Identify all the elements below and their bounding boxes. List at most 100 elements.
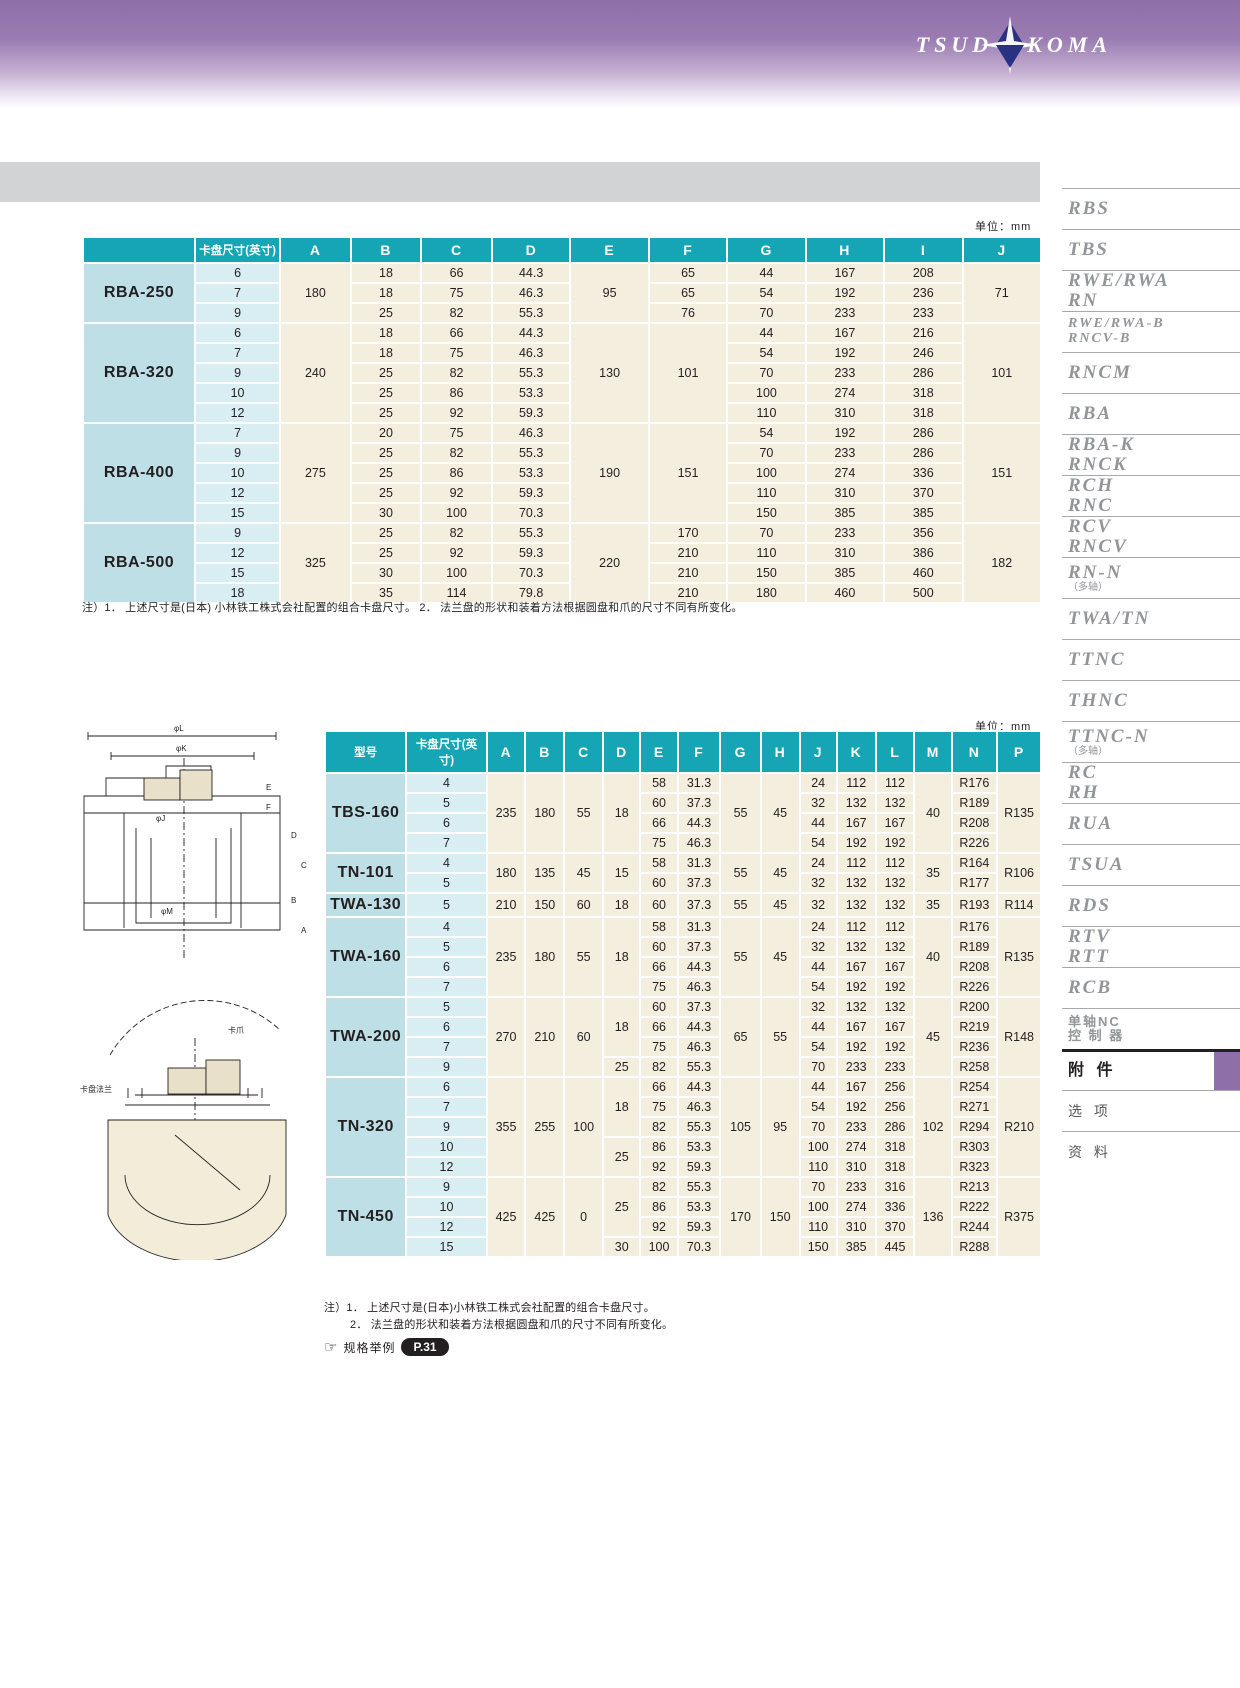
cell-H: 460: [806, 584, 884, 602]
col-header-K: K: [837, 732, 875, 772]
cell-M: 35: [915, 854, 951, 892]
cell-N: R193: [952, 894, 997, 916]
cell-E: 95: [571, 264, 648, 322]
cell-J: 54: [800, 834, 836, 852]
cell-G: 110: [728, 544, 805, 562]
cell-D: 18: [604, 918, 640, 996]
side-index-item-thnc[interactable]: THNC: [1062, 680, 1240, 721]
cell-B: 25: [351, 384, 421, 402]
table-row: 12 92 59.3 110 310 318 R323: [326, 1158, 1040, 1176]
cell-M: 35: [915, 894, 951, 916]
cell-C: 100: [422, 564, 491, 582]
cell-C: 114: [422, 584, 491, 602]
side-index-label: RDS: [1068, 895, 1111, 917]
cell-K: 192: [837, 1098, 875, 1116]
side-index-item-rua[interactable]: RUA: [1062, 803, 1240, 844]
side-index-item-[interactable]: 选 项: [1062, 1090, 1240, 1131]
table2-note: 注）1． 上述尺寸是(日本)小林铁工株式会社配置的组合卡盘尺寸。 2． 法兰盘的…: [324, 1300, 1024, 1334]
chuck-size-cell: 10: [407, 1198, 486, 1216]
cell-E: 130: [571, 324, 648, 422]
label-phi-L: φL: [174, 724, 184, 733]
cell-C: 92: [422, 544, 491, 562]
model-cell: TWA-160: [326, 918, 406, 996]
cell-K: 274: [837, 1138, 875, 1156]
side-index-item-rn-n[interactable]: RN-N （多轴）: [1062, 557, 1240, 598]
cell-L: 336: [876, 1198, 914, 1216]
side-index-item-twatn[interactable]: TWA/TN: [1062, 598, 1240, 639]
page-reference-badge[interactable]: P.31: [401, 1338, 449, 1356]
table-row: TN-450 9 425 425 0 25 82 55.3 170 150 70 233 316 136 R…: [326, 1178, 1040, 1256]
side-index-item-nc[interactable]: 单轴NC 控 制 器: [1062, 1008, 1240, 1049]
chuck-size-cell: 9: [196, 304, 280, 322]
cell-F: 31.3: [678, 774, 720, 792]
side-index-item-rc[interactable]: RC RH: [1062, 762, 1240, 803]
cell-L: 445: [876, 1238, 914, 1256]
side-index-item-rba-k[interactable]: RBA-K RNCK: [1062, 434, 1240, 475]
col-header-E: E: [641, 732, 677, 772]
cell-B: 210: [526, 998, 564, 1076]
cell-G: 54: [728, 344, 805, 362]
cell-L: 192: [876, 1038, 914, 1056]
table-body: TBS-160 4 235 180 55 18 58 31.3 55 45 24 112 112 40 R1…: [326, 774, 1040, 1256]
side-index-item-ttnc-n[interactable]: TTNC-N （多轴）: [1062, 721, 1240, 762]
cell-F: 44.3: [678, 1078, 720, 1096]
cell-H: 192: [806, 344, 884, 362]
col-header-model: [84, 238, 195, 262]
table-row: TN-101 4 180 135 45 15 58 31.3 55 45 24 112 112 35 R16…: [326, 854, 1040, 892]
side-index-item-rcv[interactable]: RCV RNCV: [1062, 516, 1240, 557]
table-header-row: 型号 卡盘尺寸(英寸) A B C D E F G H J K L M N P: [326, 732, 1040, 772]
cell-E: 82: [641, 1058, 677, 1076]
side-index-item-rba[interactable]: RBA: [1062, 393, 1240, 434]
cell-J: 44: [800, 958, 836, 976]
cell-D: 25: [604, 1178, 640, 1236]
cell-F: 59.3: [678, 1218, 720, 1236]
side-index-item-ttnc[interactable]: TTNC: [1062, 639, 1240, 680]
cell-B: 30: [351, 564, 421, 582]
cell-L: 318: [876, 1138, 914, 1156]
side-index-item-tsua[interactable]: TSUA: [1062, 844, 1240, 885]
side-index-label: 选 项: [1068, 1102, 1112, 1119]
side-index-item-rds[interactable]: RDS: [1062, 885, 1240, 926]
cell-E: 60: [641, 894, 677, 916]
table-body: RBA-250 6 180 18 66 44.3 95 65 44 167 208 71 7 18 75 46…: [84, 264, 1040, 602]
cell-A: 180: [487, 854, 525, 892]
side-index-item-rcb[interactable]: RCB: [1062, 967, 1240, 1008]
side-index-label: TBS: [1068, 239, 1109, 261]
cell-D: 25: [604, 1058, 640, 1076]
side-index-item-tbs[interactable]: TBS: [1062, 229, 1240, 270]
cell-G: 110: [728, 404, 805, 422]
model-cell: TBS-160: [326, 774, 406, 852]
cell-P: R148: [998, 998, 1040, 1076]
side-index-item-rwerwa[interactable]: RWE/RWA RN: [1062, 270, 1240, 311]
chuck-size-cell: 12: [407, 1218, 486, 1236]
cell-F: 59.3: [678, 1158, 720, 1176]
cell-L: 192: [876, 834, 914, 852]
cell-L: 370: [876, 1218, 914, 1236]
cell-H: 274: [806, 384, 884, 402]
cell-F: 53.3: [678, 1138, 720, 1156]
cell-I: 233: [885, 304, 962, 322]
table-row: 10 86 53.3 100 274 336 R222: [326, 1198, 1040, 1216]
table-row: TWA-200 5 270 210 60 18 60 37.3 65 55 32 132 132 45 R2…: [326, 998, 1040, 1076]
side-index-item-rbs[interactable]: RBS: [1062, 188, 1240, 229]
side-index-item-rch[interactable]: RCH RNC: [1062, 475, 1240, 516]
side-index-label: RWE/RWA-B: [1068, 316, 1165, 332]
side-index-item-rncm[interactable]: RNCM: [1062, 352, 1240, 393]
cell-B: 18: [351, 284, 421, 302]
cell-F: 46.3: [678, 978, 720, 996]
cell-E: 75: [641, 1098, 677, 1116]
cell-E: 82: [641, 1178, 677, 1196]
side-index-item-rwerwa-b[interactable]: RWE/RWA-B RNCV-B: [1062, 311, 1240, 352]
side-index-item-[interactable]: 附 件: [1062, 1049, 1240, 1090]
spec-example-row[interactable]: ☞ 规格举例 P.31: [324, 1338, 449, 1356]
cell-D: 46.3: [492, 284, 570, 302]
cell-P: R135: [998, 774, 1040, 852]
side-index-item-rtv[interactable]: RTV RTT: [1062, 926, 1240, 967]
label-E: E: [266, 783, 271, 792]
cell-C: 75: [422, 344, 491, 362]
side-index-label-second: RN: [1068, 290, 1099, 311]
cell-D: 18: [604, 774, 640, 852]
side-index-item-[interactable]: 资 料: [1062, 1131, 1240, 1172]
chuck-size-cell: 9: [196, 524, 280, 542]
chuck-size-cell: 7: [196, 284, 280, 302]
